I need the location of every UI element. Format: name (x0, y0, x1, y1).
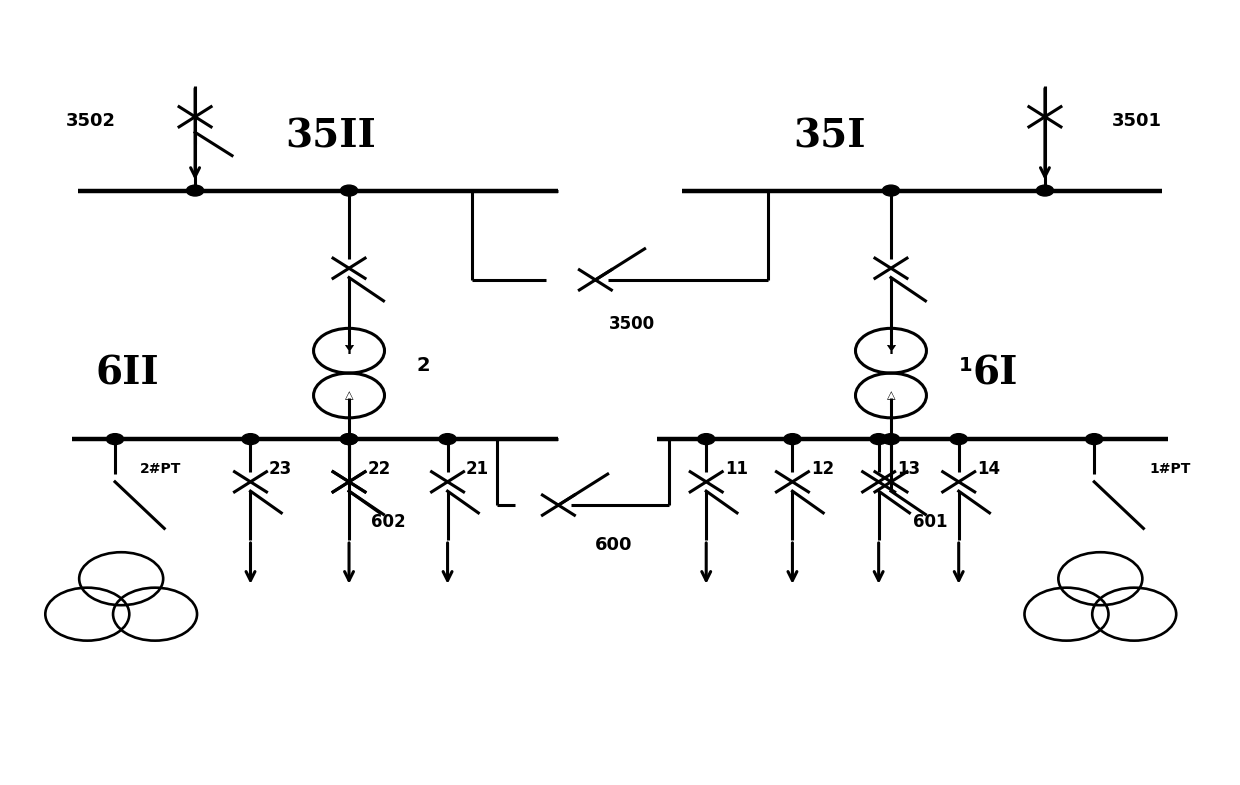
Text: 6II: 6II (95, 355, 159, 392)
Text: 21: 21 (466, 460, 489, 478)
Text: 2#PT: 2#PT (140, 462, 181, 476)
Text: △: △ (887, 390, 895, 400)
Circle shape (341, 433, 357, 444)
Text: 3502: 3502 (66, 111, 115, 130)
Text: 600: 600 (595, 536, 632, 554)
Circle shape (186, 185, 203, 196)
Text: 35I: 35I (794, 118, 866, 155)
Text: 22: 22 (367, 460, 391, 478)
Text: 11: 11 (724, 460, 748, 478)
Text: 14: 14 (977, 460, 1001, 478)
Circle shape (341, 185, 357, 196)
Text: 3500: 3500 (609, 315, 656, 333)
Circle shape (784, 433, 801, 444)
Text: 602: 602 (371, 513, 405, 531)
Circle shape (883, 185, 899, 196)
Text: 35II: 35II (285, 118, 376, 155)
Text: △: △ (345, 390, 353, 400)
Text: 12: 12 (811, 460, 835, 478)
Text: 3501: 3501 (1112, 111, 1162, 130)
Circle shape (242, 433, 259, 444)
Circle shape (1037, 185, 1054, 196)
Text: 1#PT: 1#PT (1149, 462, 1190, 476)
Circle shape (950, 433, 967, 444)
Circle shape (698, 433, 714, 444)
Text: Y: Y (887, 344, 895, 357)
Circle shape (883, 433, 899, 444)
Circle shape (107, 433, 124, 444)
Text: 601: 601 (913, 513, 947, 531)
Text: 6I: 6I (973, 355, 1018, 392)
Text: 1: 1 (959, 356, 972, 374)
Circle shape (1085, 433, 1102, 444)
Text: 23: 23 (269, 460, 293, 478)
Text: Y: Y (345, 344, 353, 357)
Circle shape (870, 433, 888, 444)
Circle shape (341, 433, 357, 444)
Text: 2: 2 (417, 356, 430, 374)
Text: 13: 13 (897, 460, 920, 478)
Circle shape (439, 433, 456, 444)
